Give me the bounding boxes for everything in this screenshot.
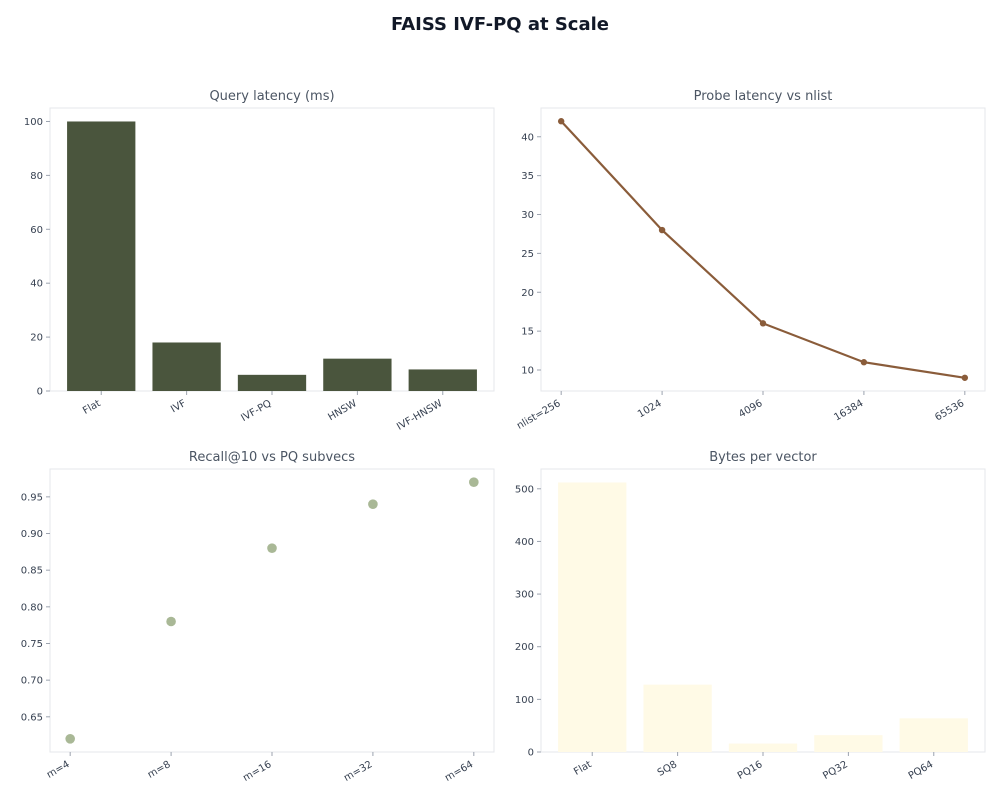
y-tick-label: 30 <box>521 210 534 221</box>
y-tick-label: 0.85 <box>21 566 43 577</box>
y-tick-label: 500 <box>515 484 534 495</box>
y-tick-label: 0.95 <box>21 492 43 503</box>
scatter-point <box>267 543 277 553</box>
y-tick-label: 0.65 <box>21 712 43 723</box>
line-point <box>961 374 969 381</box>
bar <box>237 374 307 391</box>
y-tick-label: 80 <box>30 171 43 182</box>
line-point <box>658 226 666 234</box>
bar <box>67 121 136 391</box>
y-tick-label: 20 <box>30 333 43 344</box>
y-tick-label: 300 <box>515 590 534 601</box>
bar <box>323 358 392 391</box>
y-tick-label: 10 <box>521 366 534 377</box>
y-tick-label: 60 <box>30 225 43 236</box>
y-tick-label: 25 <box>521 249 534 260</box>
x-tick-label: Flat <box>572 759 594 778</box>
bar <box>728 743 798 752</box>
x-tick-label: PQ16 <box>736 759 765 782</box>
bar <box>814 735 883 752</box>
y-tick-label: 0 <box>528 748 534 759</box>
panel-title: Query latency (ms) <box>209 89 334 104</box>
y-tick-label: 0 <box>37 387 43 398</box>
y-tick-label: 40 <box>30 279 43 290</box>
panel-title: Recall@10 vs PQ subvecs <box>189 450 355 465</box>
y-tick-label: 15 <box>521 327 534 338</box>
y-tick-label: 0.75 <box>21 639 43 650</box>
line-point <box>860 359 868 366</box>
panel-title: Bytes per vector <box>709 450 817 465</box>
line-point <box>759 320 767 327</box>
scatter-point <box>166 616 176 627</box>
line-point <box>557 118 565 125</box>
y-tick-label: 20 <box>521 288 534 299</box>
y-tick-label: 35 <box>521 171 534 182</box>
y-tick-label: 200 <box>515 642 534 653</box>
bar <box>152 342 221 391</box>
scatter-point <box>469 477 479 487</box>
x-tick-label: PQ32 <box>821 759 850 782</box>
scatter-point <box>368 499 378 509</box>
bar <box>643 684 712 752</box>
bar <box>408 369 477 391</box>
x-tick-label: SQ8 <box>656 759 679 779</box>
y-tick-label: 40 <box>521 132 534 143</box>
y-tick-label: 0.90 <box>21 529 43 540</box>
y-tick-label: 0.70 <box>21 676 43 687</box>
y-tick-label: 100 <box>515 695 534 706</box>
y-tick-label: 400 <box>515 537 534 548</box>
scatter-point <box>65 734 75 744</box>
x-tick-label: PQ64 <box>907 759 936 782</box>
y-tick-label: 100 <box>24 117 43 128</box>
figure-title: FAISS IVF-PQ at Scale <box>390 14 610 35</box>
bar <box>558 482 627 752</box>
panel-title: Probe latency vs nlist <box>694 89 833 104</box>
y-tick-label: 0.80 <box>21 602 43 613</box>
bar <box>899 718 968 752</box>
